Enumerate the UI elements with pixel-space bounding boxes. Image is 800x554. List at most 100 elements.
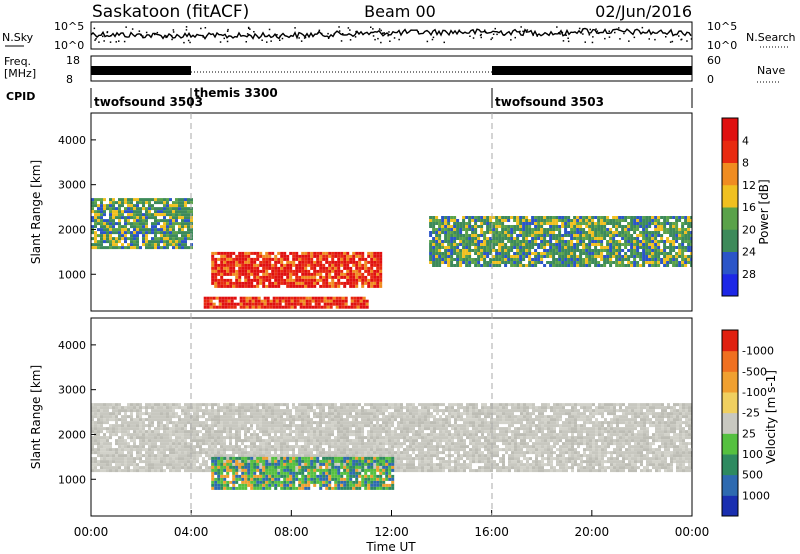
heatmap-cell — [253, 269, 257, 273]
heatmap-cell — [519, 219, 523, 222]
heatmap-cell — [271, 439, 274, 443]
heatmap-cell — [346, 254, 350, 258]
heatmap-cell — [163, 243, 166, 247]
heatmap-cell — [262, 421, 265, 425]
heatmap-cell — [283, 269, 287, 273]
heatmap-cell — [546, 216, 550, 219]
heatmap-cell — [181, 418, 184, 422]
heatmap-cell — [250, 251, 254, 255]
heatmap-cell — [178, 207, 181, 211]
heatmap-cell — [233, 305, 237, 309]
heatmap-cell — [193, 463, 196, 467]
heatmap-cell — [525, 264, 529, 267]
heatmap-cell — [257, 302, 261, 306]
heatmap-cell — [280, 278, 284, 282]
heatmap-cell — [537, 255, 541, 258]
heatmap-cell — [172, 231, 175, 235]
heatmap-cell — [175, 436, 178, 440]
heatmap-cell — [265, 254, 269, 258]
heatmap-cell — [262, 254, 266, 258]
heatmap-cell — [678, 261, 682, 264]
heatmap-cell — [121, 448, 124, 452]
heatmap-cell — [196, 403, 199, 407]
heatmap-cell — [109, 466, 112, 470]
heatmap-cell — [385, 406, 388, 410]
heatmap-cell — [606, 249, 610, 252]
heatmap-cell — [202, 436, 205, 440]
heatmap-cell — [337, 281, 341, 285]
heatmap-cell — [492, 228, 496, 231]
nsearch-point — [393, 37, 396, 39]
heatmap-cell — [268, 272, 272, 276]
heatmap-cell — [489, 222, 493, 225]
heatmap-cell — [334, 272, 338, 276]
heatmap-cell — [274, 412, 277, 416]
heatmap-cell — [331, 254, 335, 258]
heatmap-cell — [217, 284, 221, 288]
heatmap-cell — [238, 469, 241, 473]
heatmap-cell — [208, 457, 211, 461]
heatmap-cell — [160, 210, 163, 214]
heatmap-cell — [340, 272, 344, 276]
heatmap-cell — [106, 460, 109, 464]
heatmap-cell — [382, 439, 385, 443]
heatmap-cell — [391, 424, 394, 428]
heatmap-cell — [367, 409, 370, 413]
heatmap-cell — [220, 424, 223, 428]
heatmap-cell — [298, 266, 302, 270]
heatmap-cell — [169, 421, 172, 425]
heatmap-cell — [106, 445, 109, 449]
heatmap-cell — [322, 421, 325, 425]
heatmap-cell — [296, 299, 300, 303]
heatmap-cell — [310, 406, 313, 410]
heatmap-cell — [184, 225, 187, 229]
heatmap-cell — [229, 251, 233, 255]
heatmap-cell — [205, 418, 208, 422]
heatmap-cell — [115, 243, 118, 247]
heatmap-cell — [265, 433, 268, 437]
heatmap-cell — [570, 240, 574, 243]
heatmap-cell — [154, 219, 157, 223]
heatmap-cell — [217, 281, 221, 285]
heatmap-cell — [148, 448, 151, 452]
heatmap-cell — [319, 448, 322, 452]
heatmap-cell — [370, 454, 373, 458]
heatmap-cell — [254, 305, 258, 309]
heatmap-cell — [280, 266, 284, 270]
heatmap-cell — [163, 240, 166, 244]
heatmap-cell — [639, 252, 643, 255]
heatmap-cell — [379, 269, 383, 273]
heatmap-cell — [268, 451, 271, 455]
heatmap-cell — [447, 243, 451, 246]
heatmap-cell — [582, 219, 586, 222]
heatmap-cell — [349, 281, 353, 285]
heatmap-cell — [103, 412, 106, 416]
heatmap-cell — [334, 424, 337, 428]
heatmap-cell — [340, 269, 344, 273]
heatmap-cell — [293, 296, 297, 300]
nsearch-point — [525, 31, 528, 33]
heatmap-cell — [370, 424, 373, 428]
heatmap-cell — [624, 237, 628, 240]
heatmap-cell — [259, 409, 262, 413]
heatmap-cell — [280, 260, 284, 264]
heatmap-cell — [355, 403, 358, 407]
heatmap-cell — [181, 457, 184, 461]
heatmap-cell — [302, 296, 306, 300]
heatmap-cell — [199, 421, 202, 425]
heatmap-cell — [97, 219, 100, 223]
heatmap-cell — [206, 305, 210, 309]
heatmap-cell — [190, 430, 193, 434]
heatmap-cell — [214, 439, 217, 443]
nsearch-point — [596, 30, 599, 32]
heatmap-cell — [385, 436, 388, 440]
heatmap-cell — [103, 198, 106, 202]
heatmap-cell — [94, 198, 97, 202]
heatmap-cell — [262, 415, 265, 419]
heatmap-cell — [382, 442, 385, 446]
heatmap-cell — [112, 210, 115, 214]
heatmap-cell — [220, 439, 223, 443]
heatmap-cell — [630, 237, 634, 240]
heatmap-cell — [376, 260, 380, 264]
heatmap-cell — [585, 264, 589, 267]
